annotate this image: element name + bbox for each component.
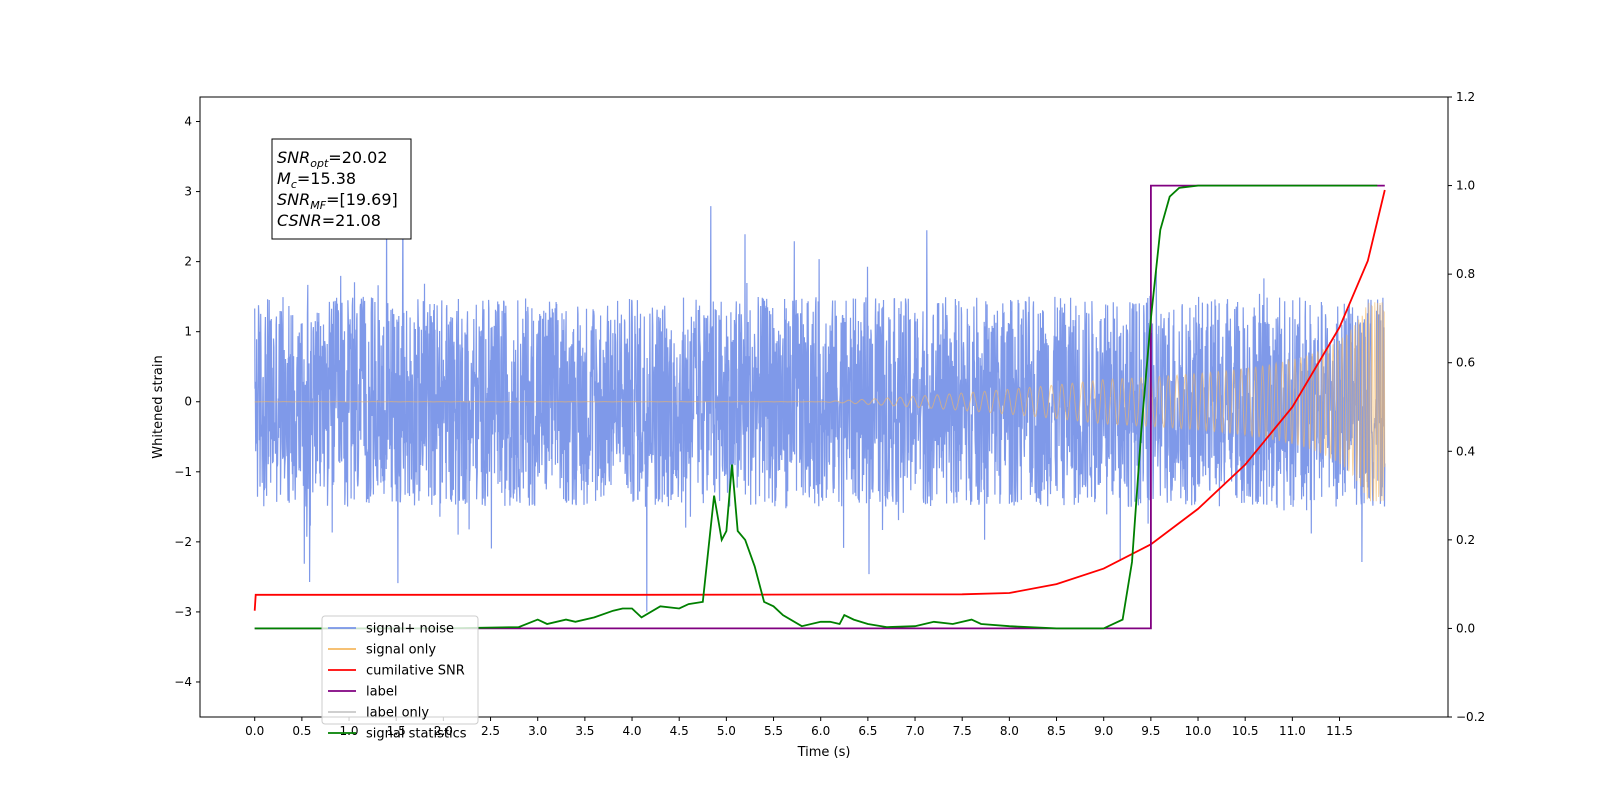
annotation-line: Mc=15.38 — [277, 169, 356, 191]
x-tick-label: 3.5 — [575, 724, 594, 738]
y-tick-label: 0 — [184, 395, 192, 409]
x-tick-label: 5.5 — [764, 724, 783, 738]
y-tick-label: −2 — [174, 535, 192, 549]
axes-frame — [199, 96, 1449, 718]
x-tick-label: 11.0 — [1279, 724, 1306, 738]
legend-label: label — [366, 685, 397, 700]
y2-tick-label: 0.4 — [1456, 444, 1475, 458]
legend-label: signal+ noise — [366, 622, 454, 637]
y2-tick-label: 0.8 — [1456, 267, 1475, 281]
x-tick-label: 0.0 — [245, 724, 264, 738]
y-tick-label: 3 — [184, 185, 192, 199]
x-tick-label: 4.0 — [622, 724, 641, 738]
x-tick-label: 9.5 — [1141, 724, 1160, 738]
x-tick-label: 0.5 — [292, 724, 311, 738]
x-tick-label: 10.0 — [1185, 724, 1212, 738]
legend-label: cumilative SNR — [366, 664, 465, 679]
x-tick-label: 3.0 — [528, 724, 547, 738]
y2-tick-label: 0.6 — [1456, 356, 1475, 370]
x-tick-label: 5.0 — [717, 724, 736, 738]
legend-box — [321, 615, 479, 725]
y2-tick-label: 0.2 — [1456, 533, 1475, 547]
legend: signal+ noise signal only cumilative SNR la… — [321, 615, 479, 742]
x-tick-label: 6.0 — [811, 724, 830, 738]
x-tick-label: 10.5 — [1232, 724, 1259, 738]
annotation-line: SNRMF=[19.69] — [277, 190, 398, 212]
stats-annotation-box: SNRopt=20.02Mc=15.38SNRMF=[19.69]CSNR=21… — [271, 138, 412, 240]
y-axis-label: Whitened strain — [151, 355, 166, 458]
x-tick-label: 11.5 — [1326, 724, 1353, 738]
y-tick-label: −3 — [174, 605, 192, 619]
x-tick-label: 2.0 — [434, 724, 453, 738]
y-axis: 4 3 2 1 0 −1 −2 −3 −4 — [174, 115, 200, 689]
legend-label: signal statistics — [366, 727, 467, 742]
x-tick-label: 9.0 — [1094, 724, 1113, 738]
x-tick-label: 8.0 — [1000, 724, 1019, 738]
y-tick-label: 2 — [184, 255, 192, 269]
y2-tick-label: 0.0 — [1456, 621, 1475, 635]
y-tick-label: −1 — [174, 465, 192, 479]
x-tick-label: 1.5 — [387, 724, 406, 738]
x-tick-label: 4.5 — [670, 724, 689, 738]
y2-tick-label: 1.0 — [1456, 179, 1475, 193]
y-tick-label: 4 — [184, 115, 192, 129]
legend-label: signal only — [366, 643, 436, 658]
x-tick-label: 7.5 — [953, 724, 972, 738]
annotation-line: SNRopt=20.02 — [277, 148, 388, 170]
y2-axis: 1.2 1.0 0.8 0.6 0.4 0.2 0.0 −0.2 — [1448, 90, 1485, 724]
x-axis-label: Time (s) — [797, 745, 851, 760]
series-cumulative-snr — [253, 189, 1386, 611]
series-signal-noise — [254, 183, 1386, 612]
y2-tick-label: 1.2 — [1456, 90, 1475, 104]
y2-tick-label: −0.2 — [1456, 710, 1485, 724]
y-tick-label: 1 — [184, 325, 192, 339]
x-tick-label: 8.5 — [1047, 724, 1066, 738]
x-tick-label: 6.5 — [858, 724, 877, 738]
plot-area — [253, 183, 1386, 630]
x-tick-label: 2.5 — [481, 724, 500, 738]
x-axis: 0.0 0.5 1.0 1.5 2.0 2.5 3.0 3.5 4.0 4.5 5.0 5.5 6.0 6… — [245, 717, 1353, 738]
annotation-box — [271, 138, 412, 240]
x-tick-label: 7.0 — [905, 724, 924, 738]
y-tick-label: −4 — [174, 675, 192, 689]
x-tick-label: 1.0 — [339, 724, 358, 738]
series-signal-only — [254, 302, 1386, 502]
series-signal-statistics — [254, 184, 1378, 630]
annotation-line: CSNR=21.08 — [277, 211, 381, 230]
legend-label: label only — [366, 706, 429, 721]
